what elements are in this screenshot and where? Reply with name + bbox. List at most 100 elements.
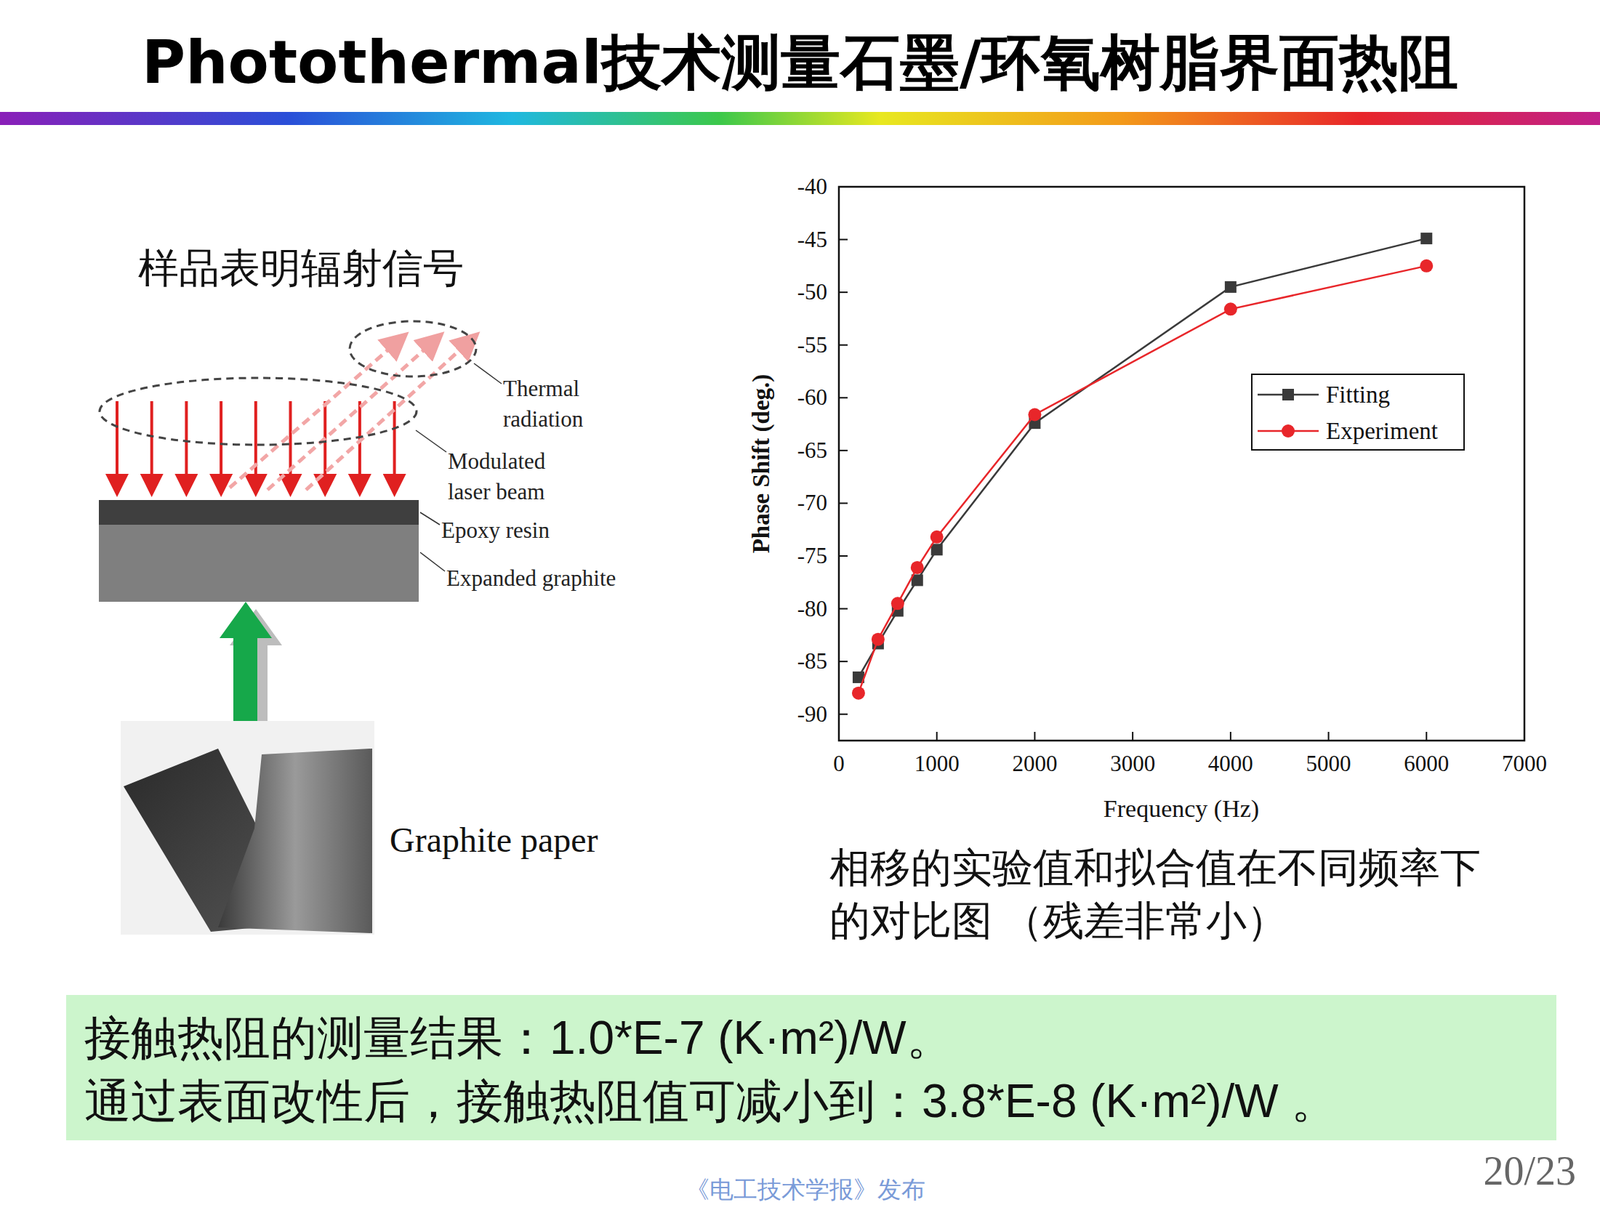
x-tick-label: 3000 bbox=[1110, 750, 1156, 777]
rainbow-bar bbox=[0, 111, 1600, 126]
photo-background bbox=[120, 721, 375, 935]
result-text: 接触热阻的测量结果：1.0*E-7 (K·m²)/W。 bbox=[84, 1011, 954, 1065]
x-tick bbox=[1523, 732, 1526, 741]
diagram-label: laser beam bbox=[447, 479, 545, 505]
data-point bbox=[1224, 302, 1238, 316]
diagram-label: Modulated bbox=[447, 448, 546, 474]
paper-sheet bbox=[218, 748, 373, 934]
legend-label: Experiment bbox=[1325, 417, 1438, 445]
x-tick-label: 2000 bbox=[1011, 750, 1057, 777]
y-tick bbox=[838, 344, 848, 347]
data-point bbox=[1419, 259, 1433, 273]
laser-arrow bbox=[323, 401, 327, 492]
y-tick-label: -85 bbox=[797, 648, 828, 674]
laser-arrow bbox=[254, 401, 258, 492]
legend-marker bbox=[1282, 388, 1294, 401]
data-point bbox=[871, 633, 885, 647]
y-tick bbox=[838, 660, 848, 663]
slide: Photothermal技术测量石墨/环氧树脂界面热阻样品表明辐射信号 Therm… bbox=[0, 0, 1600, 1205]
laser-arrow bbox=[393, 401, 397, 492]
y-tick-label: -65 bbox=[797, 437, 828, 464]
data-point bbox=[851, 686, 866, 701]
y-tick bbox=[838, 502, 848, 504]
y-tick bbox=[838, 186, 848, 188]
x-axis-label: Frequency (Hz) bbox=[1103, 795, 1260, 823]
x-tick bbox=[1328, 732, 1330, 741]
laser-ellipse bbox=[99, 378, 417, 445]
graphite-layer bbox=[98, 524, 419, 602]
data-point bbox=[1420, 232, 1433, 245]
leader-line bbox=[420, 512, 440, 525]
plot-data bbox=[851, 232, 1433, 701]
laser-arrow bbox=[115, 401, 119, 492]
laser-arrow bbox=[358, 401, 362, 492]
y-tick-label: -90 bbox=[797, 701, 828, 727]
legend: Fitting Experiment bbox=[1251, 374, 1465, 450]
leader-line bbox=[415, 430, 447, 453]
sample-diagram: Thermal radiation Modulated laser beam Epoxy… bbox=[98, 321, 616, 602]
title: Photothermal技术测量石墨/环氧树脂界面热阻 bbox=[141, 27, 1459, 97]
chart-caption: 相移的实验值和拟合值在不同频率下 bbox=[829, 845, 1481, 891]
diagram-label: Thermal bbox=[503, 375, 580, 402]
laser-arrow bbox=[219, 401, 223, 492]
y-tick bbox=[838, 396, 848, 399]
photo-label: Graphite paper bbox=[389, 820, 599, 860]
y-tick bbox=[838, 555, 848, 557]
x-tick bbox=[1425, 732, 1427, 741]
legend-label: Fitting bbox=[1325, 381, 1390, 408]
results-box bbox=[66, 995, 1557, 1141]
y-tick-label: -60 bbox=[797, 384, 828, 410]
x-tick bbox=[838, 732, 840, 741]
left-heading: 样品表明辐射信号 bbox=[138, 245, 464, 291]
diagram-label: Epoxy resin bbox=[441, 517, 550, 544]
leader-line bbox=[420, 552, 445, 572]
x-tick-label: 7000 bbox=[1501, 750, 1547, 777]
y-tick-label: -80 bbox=[797, 596, 828, 622]
y-tick bbox=[838, 713, 848, 716]
y-tick-label: -70 bbox=[797, 489, 828, 516]
x-tick-label: 0 bbox=[833, 750, 845, 777]
data-point bbox=[930, 530, 944, 544]
series-line bbox=[858, 266, 1427, 694]
x-tick-label: 5000 bbox=[1306, 750, 1352, 777]
data-point bbox=[931, 543, 943, 556]
data-point bbox=[1224, 281, 1237, 293]
radiation-arrow bbox=[229, 336, 404, 488]
y-tick-label: -75 bbox=[797, 543, 828, 569]
footer: 《电工技术学报》发布 bbox=[685, 1176, 926, 1204]
laser-arrow bbox=[150, 401, 154, 492]
y-tick-label: -45 bbox=[797, 226, 828, 253]
chart: -90 -85 -80 -75 -70 -65 -60 -55 -50 -45 -40 0 1000 20… bbox=[748, 173, 1547, 823]
data-point bbox=[891, 596, 905, 610]
y-tick-label: -55 bbox=[797, 332, 828, 358]
x-tick bbox=[936, 732, 938, 741]
chart-caption: 的对比图 （残差非常小） bbox=[829, 898, 1288, 944]
y-tick-label: -40 bbox=[797, 173, 828, 200]
data-point bbox=[1027, 408, 1041, 422]
diagram-label: radiation bbox=[503, 406, 584, 432]
y-tick-label: -50 bbox=[797, 279, 828, 305]
y-tick bbox=[838, 449, 848, 452]
y-axis-label: Phase Shift (deg.) bbox=[748, 374, 775, 554]
laser-arrow bbox=[289, 401, 293, 492]
x-tick-label: 6000 bbox=[1403, 750, 1449, 777]
x-tick-label: 4000 bbox=[1208, 750, 1254, 777]
x-tick bbox=[1131, 732, 1134, 741]
plot-frame bbox=[838, 186, 1525, 741]
legend-box bbox=[1251, 374, 1465, 450]
y-tick bbox=[838, 608, 848, 610]
series-line bbox=[858, 238, 1427, 678]
green-arrow bbox=[219, 601, 272, 725]
graphite-photo bbox=[120, 721, 375, 935]
x-tick-label: 1000 bbox=[914, 750, 960, 777]
legend-marker bbox=[1281, 424, 1295, 438]
diagram-label: Expanded graphite bbox=[446, 565, 616, 592]
result-text: 通过表面改性后，接触热阻值可减小到：3.8*E-8 (K·m²)/W 。 bbox=[84, 1075, 1338, 1128]
x-tick bbox=[1229, 732, 1232, 741]
epoxy-layer bbox=[98, 500, 419, 525]
data-point bbox=[910, 561, 924, 575]
y-tick bbox=[838, 239, 848, 241]
leader-line bbox=[473, 363, 502, 384]
x-tick bbox=[1033, 732, 1036, 741]
radiation-ellipse bbox=[349, 321, 477, 377]
